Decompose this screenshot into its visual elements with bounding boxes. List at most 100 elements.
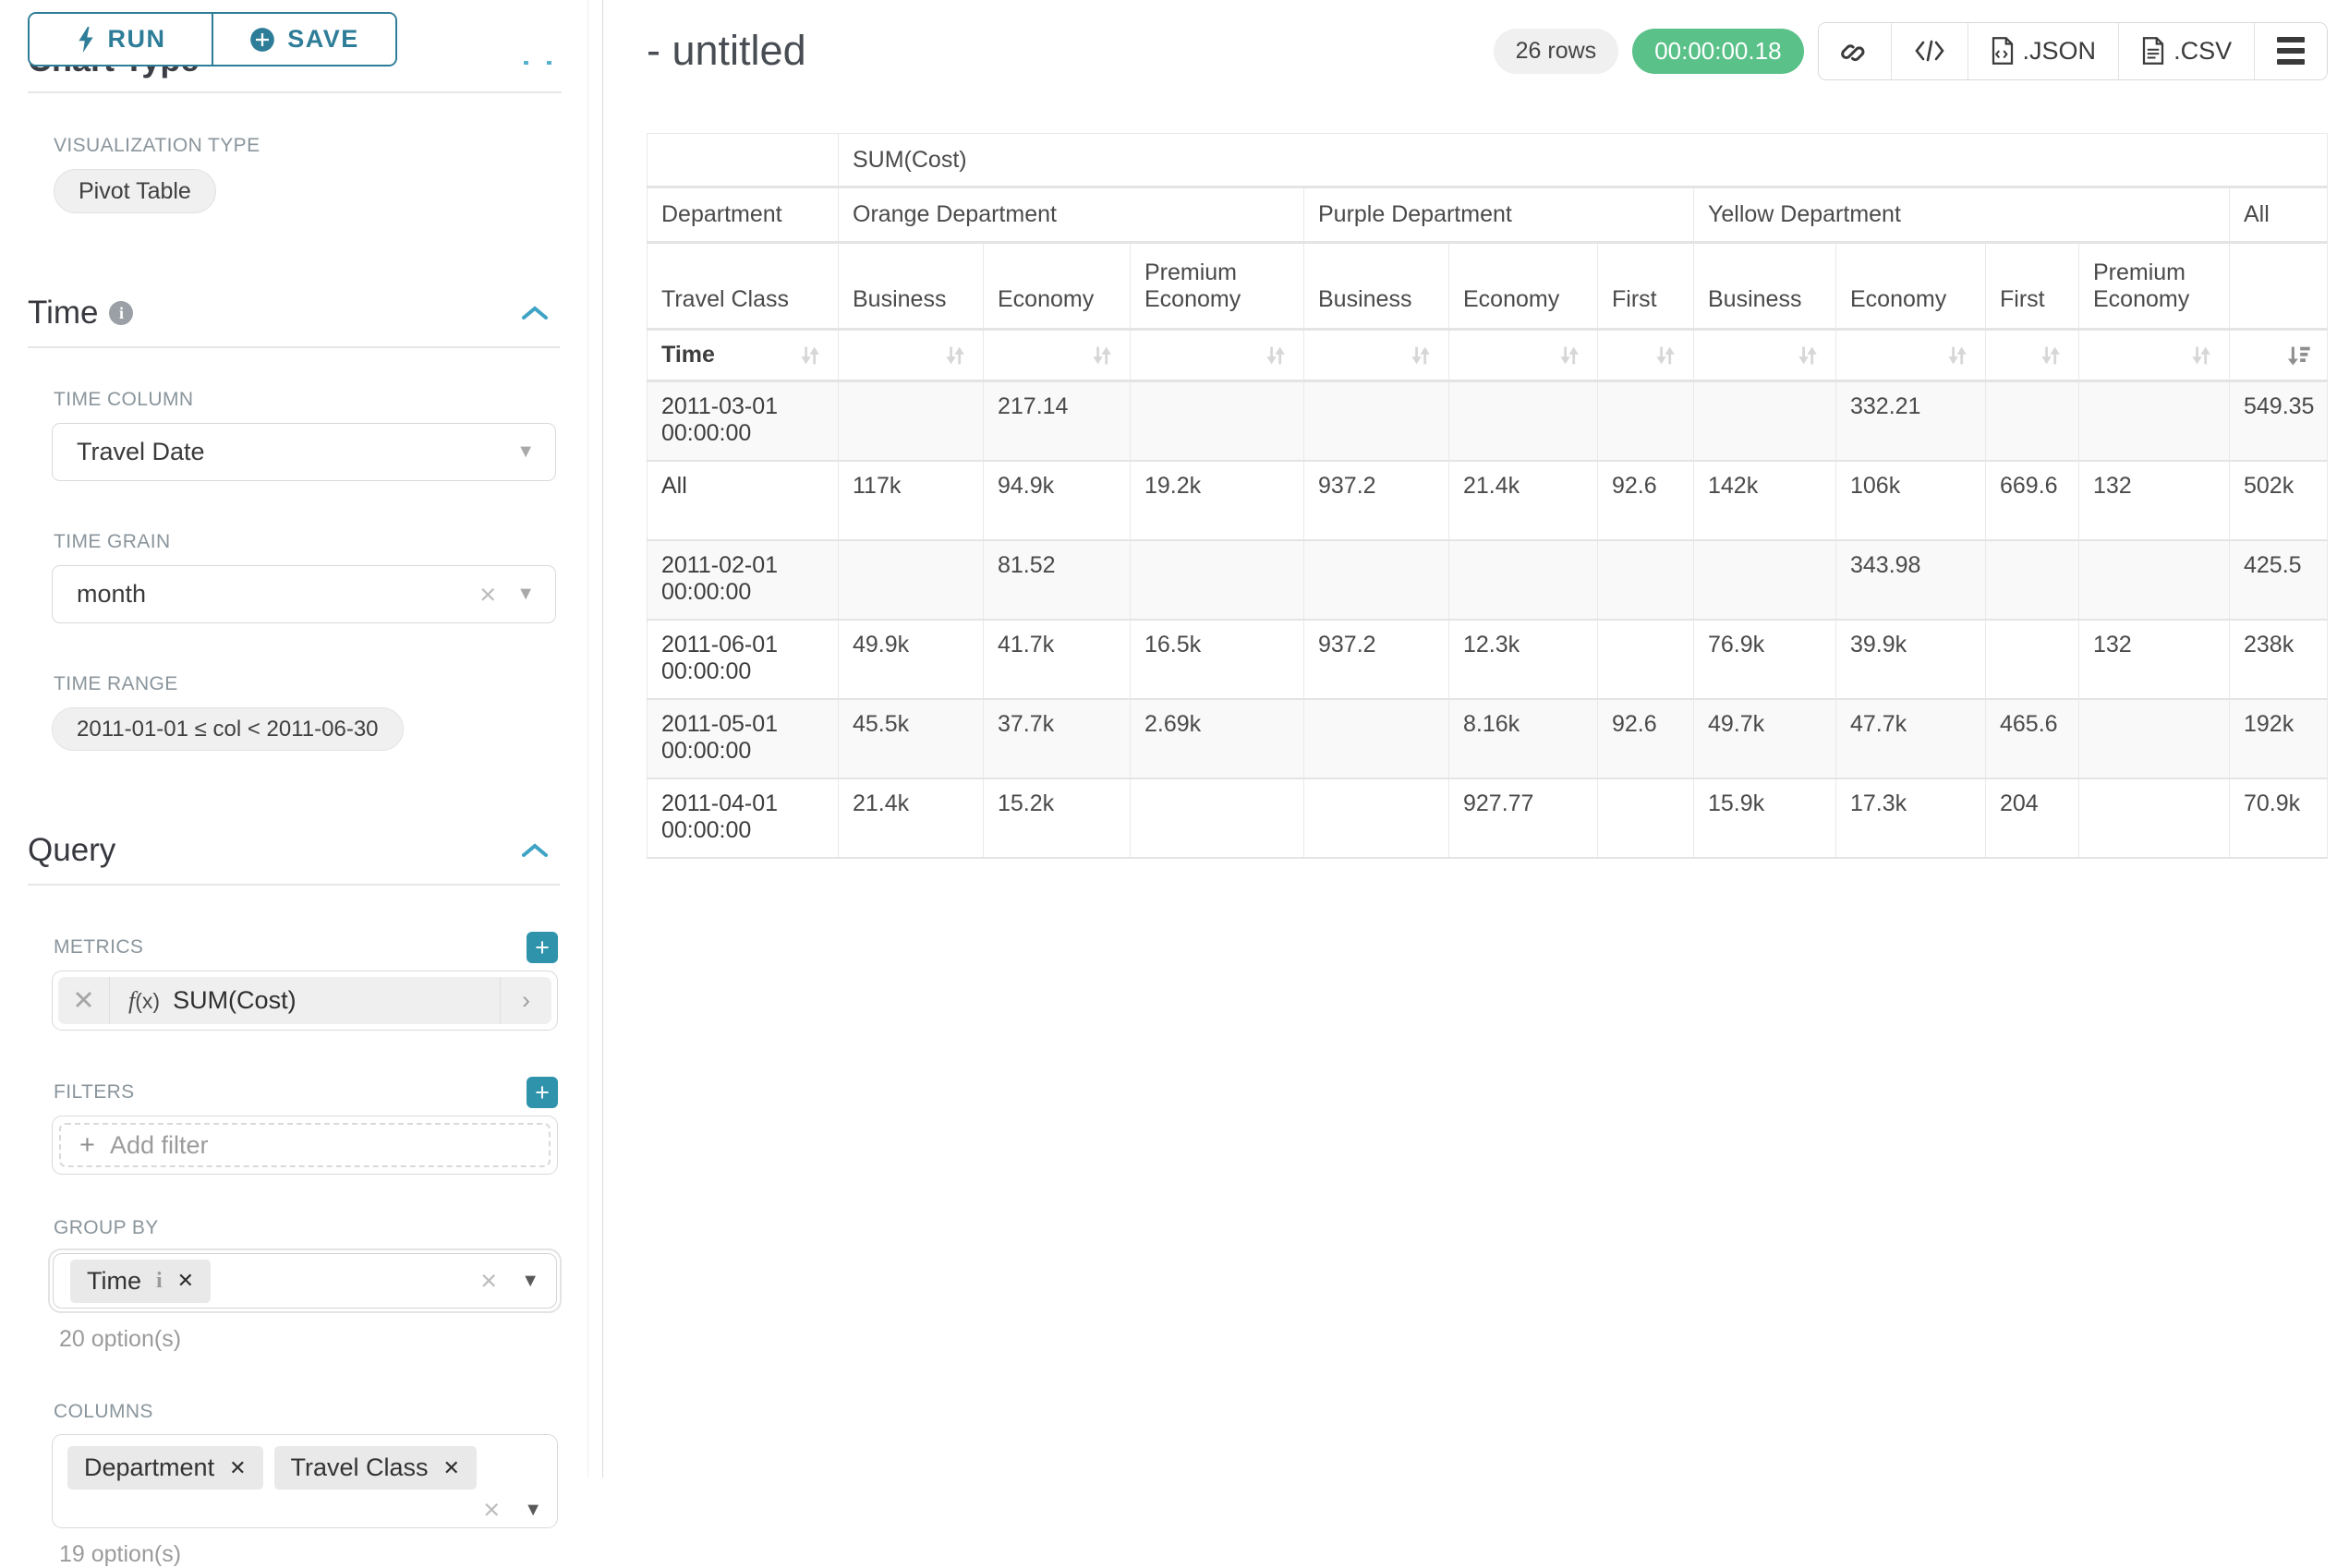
metric-header-cell: SUM(Cost) <box>837 133 2329 188</box>
selected-option-pill[interactable]: Time i ✕ <box>70 1259 212 1303</box>
chevron-right-icon[interactable]: › <box>500 977 551 1024</box>
data-value-cell: 332.21 <box>1835 380 1986 462</box>
sort-toggle-icon[interactable] <box>1652 342 1679 368</box>
sort-header-cell[interactable] <box>2228 328 2329 383</box>
selected-option-pill[interactable]: Travel Class ✕ <box>273 1446 477 1490</box>
data-value-cell <box>1693 380 1836 462</box>
export-button-group: .JSON .CSV <box>1817 21 2329 80</box>
travel-class-header-cell: Premium Economy <box>2078 242 2230 331</box>
sort-header-cell[interactable] <box>1448 328 1598 383</box>
collapse-query-section-button[interactable] <box>521 842 549 859</box>
sort-toggle-icon[interactable] <box>2037 342 2065 368</box>
metric-pill[interactable]: ✕ f(x) SUM(Cost) › <box>58 977 551 1024</box>
pivot-table: SUM(Cost) Department Orange Department Purp… <box>647 133 2329 859</box>
section-divider <box>28 884 560 886</box>
group-by-select[interactable]: Time i ✕ × ▼ <box>53 1253 557 1309</box>
sort-toggle-icon[interactable] <box>1407 342 1435 368</box>
query-section-header: Query <box>28 832 560 869</box>
run-button-label: RUN <box>107 25 166 53</box>
control-panel-sidebar: Chart Type RUN SAVE VISUALIZATION TYPE P… <box>0 0 603 1567</box>
data-value-cell <box>1303 698 1449 779</box>
clear-icon[interactable]: × <box>480 1264 498 1297</box>
sort-header-cell[interactable] <box>1597 328 1694 383</box>
data-value-cell: 343.98 <box>1835 539 1986 621</box>
pivot-data-row: 2011-05-01 00:00:00 45.5k 37.7k 2.69k 8.16k 9… <box>647 698 2329 779</box>
data-value-cell <box>1693 539 1836 621</box>
department-header-cell: All <box>2228 187 2329 244</box>
sort-toggle-icon[interactable] <box>1556 342 1583 368</box>
time-column-select[interactable]: Travel Date ▼ <box>52 423 556 481</box>
sidebar-content: VISUALIZATION TYPE Pivot Table Time i TI… <box>0 93 575 1568</box>
remove-pill-icon[interactable]: ✕ <box>442 1455 460 1479</box>
visualization-type-pill[interactable]: Pivot Table <box>54 169 216 213</box>
data-value-cell: 217.14 <box>983 380 1131 462</box>
time-range-value: 2011-01-01 ≤ col < 2011-06-30 <box>77 716 379 742</box>
add-filter-button[interactable]: + Add filter <box>59 1123 551 1167</box>
clear-icon[interactable]: × <box>479 577 497 610</box>
data-value-cell <box>1303 778 1449 859</box>
sort-toggle-icon[interactable] <box>1262 342 1290 368</box>
export-json-button[interactable]: .JSON <box>1967 22 2119 79</box>
travel-class-header-cell: Business <box>838 242 984 331</box>
data-value-cell: 16.5k <box>1130 619 1304 700</box>
view-query-button[interactable] <box>1890 22 1968 79</box>
time-value-cell: 2011-06-01 00:00:00 <box>647 619 839 700</box>
sort-toggle-icon[interactable] <box>1943 342 1971 368</box>
sort-header-cell[interactable] <box>1303 328 1449 383</box>
sort-header-cell[interactable] <box>838 328 984 383</box>
sort-header-cell[interactable] <box>983 328 1131 383</box>
more-options-button[interactable] <box>2254 22 2328 79</box>
sort-header-cell[interactable] <box>1985 328 2079 383</box>
metrics-label: METRICS <box>54 936 144 958</box>
export-csv-label: .CSV <box>2174 36 2233 65</box>
columns-select[interactable]: Department ✕ Travel Class ✕ × ▼ <box>52 1434 558 1528</box>
remove-pill-icon[interactable]: ✕ <box>176 1269 195 1292</box>
sort-descending-active-icon[interactable] <box>2285 342 2313 368</box>
time-grain-label: TIME GRAIN <box>54 531 171 552</box>
sort-header-cell[interactable] <box>1835 328 1986 383</box>
group-by-pills: Time i ✕ <box>70 1259 212 1303</box>
data-value-cell <box>2078 539 2230 621</box>
time-row-label: Time <box>661 342 715 368</box>
copy-link-button[interactable] <box>1818 22 1891 79</box>
data-value-cell: 15.9k <box>1693 778 1836 859</box>
travel-class-header-cell: Business <box>1693 242 1836 331</box>
clear-icon[interactable]: × <box>483 1493 501 1526</box>
metrics-control: ✕ f(x) SUM(Cost) › <box>52 971 558 1031</box>
time-column-value: Travel Date <box>77 438 205 465</box>
sort-header-cell[interactable] <box>1130 328 1304 383</box>
pivot-data-row: 2011-04-01 00:00:00 21.4k 15.2k 927.77 15.9k… <box>647 778 2329 859</box>
hamburger-menu-icon <box>2277 37 2306 65</box>
sort-toggle-icon[interactable] <box>1794 342 1822 368</box>
sort-toggle-icon[interactable] <box>941 342 969 368</box>
pivot-data-row: 2011-03-01 00:00:00 217.14 332.21 549.35 <box>647 380 2329 462</box>
sort-toggle-icon[interactable] <box>2187 342 2215 368</box>
add-filter-label: Add filter <box>109 1130 209 1159</box>
add-metric-button[interactable]: + <box>527 932 558 963</box>
remove-metric-icon[interactable]: ✕ <box>58 977 110 1024</box>
collapse-time-section-button[interactable] <box>521 305 549 321</box>
time-range-label: TIME RANGE <box>54 673 178 694</box>
run-button[interactable]: RUN <box>30 14 212 65</box>
time-grain-select[interactable]: month × ▼ <box>52 565 556 623</box>
time-sort-header[interactable]: Time <box>647 328 839 383</box>
save-button[interactable]: SAVE <box>212 14 395 65</box>
data-value-cell <box>1448 380 1598 462</box>
add-filter-plus-button[interactable]: + <box>527 1077 558 1108</box>
sort-header-cell[interactable] <box>1693 328 1836 383</box>
selected-option-pill[interactable]: Department ✕ <box>67 1446 263 1490</box>
sort-toggle-icon[interactable] <box>1088 342 1116 368</box>
chart-title[interactable]: - untitled <box>647 27 806 74</box>
sort-header-cell[interactable] <box>2078 328 2230 383</box>
query-section-title: Query <box>28 832 116 868</box>
json-file-icon <box>1992 37 2013 65</box>
time-value-cell: 2011-03-01 00:00:00 <box>647 380 839 462</box>
data-value-cell <box>2078 380 2230 462</box>
data-value-cell: 94.9k <box>983 460 1131 541</box>
time-range-pill[interactable]: 2011-01-01 ≤ col < 2011-06-30 <box>52 707 404 751</box>
sort-toggle-icon[interactable] <box>796 342 824 368</box>
section-divider <box>28 91 562 93</box>
export-csv-button[interactable]: .CSV <box>2118 22 2255 79</box>
remove-pill-icon[interactable]: ✕ <box>229 1455 247 1479</box>
info-icon: i <box>156 1268 163 1293</box>
